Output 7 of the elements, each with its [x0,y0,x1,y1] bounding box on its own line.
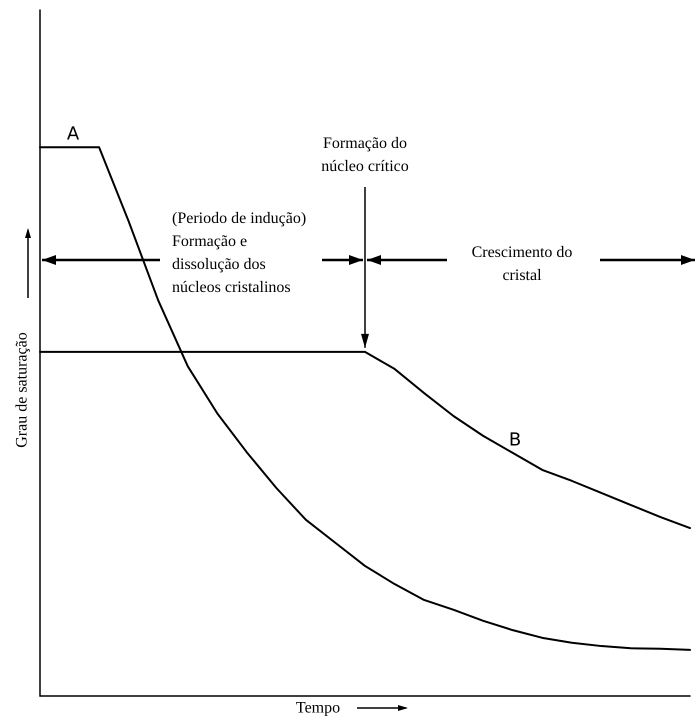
y-axis-title: Grau de saturação [14,332,30,448]
series-label: B [508,430,522,450]
annotation: Formação do núcleo crítico [321,135,409,175]
annotation: Crescimento do cristal [472,244,572,284]
x-axis-title: Tempo [296,700,340,716]
series-label: A [66,124,80,144]
annotation: (Periodo de indução) Formação e dissolução dos núcleos cristalinos [172,210,306,296]
